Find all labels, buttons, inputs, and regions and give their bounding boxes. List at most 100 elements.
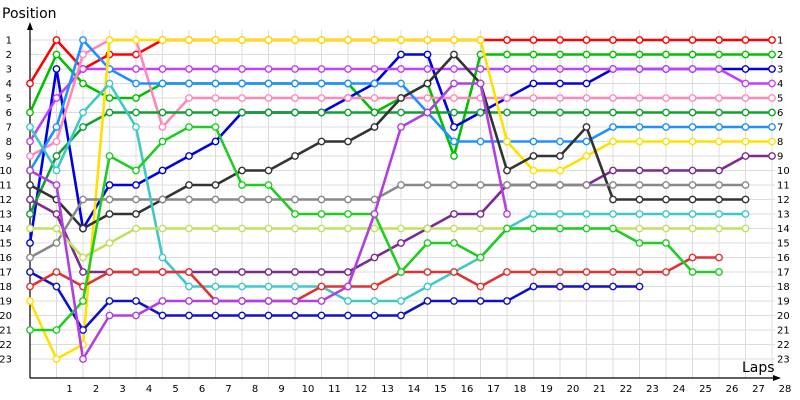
series-point (715, 224, 723, 233)
series-point (52, 210, 61, 218)
series-line (26, 65, 776, 146)
series-point (768, 36, 776, 44)
series-point (397, 36, 405, 44)
series-point (79, 108, 87, 117)
y-tick-label-right: 11 (777, 181, 790, 192)
series-point (688, 268, 697, 276)
series-point (26, 326, 34, 334)
series-point (476, 253, 485, 262)
series-line (26, 79, 750, 305)
series-point (105, 36, 114, 44)
series-point (238, 195, 246, 204)
series-point (344, 65, 352, 73)
series-point (105, 152, 114, 160)
series-point (291, 108, 299, 117)
series-point (476, 137, 485, 146)
series-point (556, 36, 564, 44)
series-point (715, 123, 723, 131)
series-point (688, 253, 697, 262)
y-tick-label-right: 7 (777, 123, 783, 134)
series-point (370, 79, 379, 88)
series-point (715, 94, 723, 102)
series-point (741, 94, 750, 102)
series-point (609, 166, 617, 175)
series-point (52, 355, 61, 363)
series-point (582, 268, 591, 276)
series-point (211, 36, 220, 44)
series-point (476, 108, 485, 117)
series-point (450, 239, 458, 247)
series-point (211, 282, 220, 291)
y-axis-title: Position (2, 6, 57, 22)
series-point (158, 224, 167, 233)
axes: Position Laps (2, 6, 781, 381)
series-point (582, 152, 591, 160)
y-tick-label-right: 6 (777, 108, 783, 119)
series-point (715, 181, 723, 189)
series-point (344, 79, 352, 88)
series-point (582, 50, 591, 59)
x-tick-label: 23 (646, 384, 659, 395)
series-point (556, 224, 564, 233)
series-point (715, 137, 723, 146)
y-tick-label-left: 6 (6, 108, 12, 119)
series-path (30, 227, 746, 259)
series-point (476, 297, 485, 305)
series-point (397, 50, 405, 59)
series-point (556, 282, 564, 291)
series-point (529, 50, 538, 59)
series-point (503, 166, 511, 175)
series-point (582, 65, 591, 73)
series-point (132, 224, 140, 233)
series-point (370, 224, 379, 233)
y-tick-label-left: 4 (6, 79, 12, 90)
series-point (238, 36, 246, 44)
series-point (688, 224, 697, 233)
series-point (79, 268, 87, 276)
series-point (79, 297, 87, 305)
series-point (423, 79, 432, 88)
series-point (185, 94, 193, 102)
series-point (317, 65, 326, 73)
series-point (450, 50, 458, 59)
series-point (768, 79, 776, 88)
series-path (29, 183, 746, 259)
series-point (423, 268, 432, 276)
series-point (635, 210, 644, 218)
y-tick-label-right: 17 (777, 268, 790, 279)
y-tick-label-left: 13 (0, 210, 12, 221)
series-point (291, 297, 299, 305)
series-point (52, 268, 61, 276)
series-point (556, 210, 564, 218)
x-tick-label: 4 (146, 384, 152, 395)
series-point (397, 181, 405, 189)
series-point (317, 195, 326, 204)
series-point (344, 268, 352, 276)
series-point (635, 108, 644, 117)
series-point (291, 36, 299, 44)
series-point (476, 282, 485, 291)
series-point (264, 36, 273, 44)
series-point (185, 36, 193, 44)
series-point (105, 195, 114, 204)
series-point (211, 137, 220, 146)
series-point (582, 108, 591, 117)
series-point (264, 166, 273, 175)
series-point (688, 50, 697, 59)
series-point (291, 282, 299, 291)
x-tick-label: 28 (779, 384, 792, 395)
y-tick-label-left: 14 (0, 224, 12, 235)
series-point (132, 268, 140, 276)
y-tick-label-left: 20 (0, 311, 12, 322)
series-point (79, 326, 87, 334)
series-point (238, 297, 246, 305)
series-point (450, 65, 458, 73)
series-point (635, 94, 644, 102)
series-point (529, 36, 538, 44)
series-point (529, 166, 538, 175)
series-point (264, 268, 273, 276)
series-point (291, 268, 299, 276)
y-tick-label-left: 23 (0, 355, 12, 366)
series-point (397, 94, 405, 102)
series-point (768, 94, 776, 102)
